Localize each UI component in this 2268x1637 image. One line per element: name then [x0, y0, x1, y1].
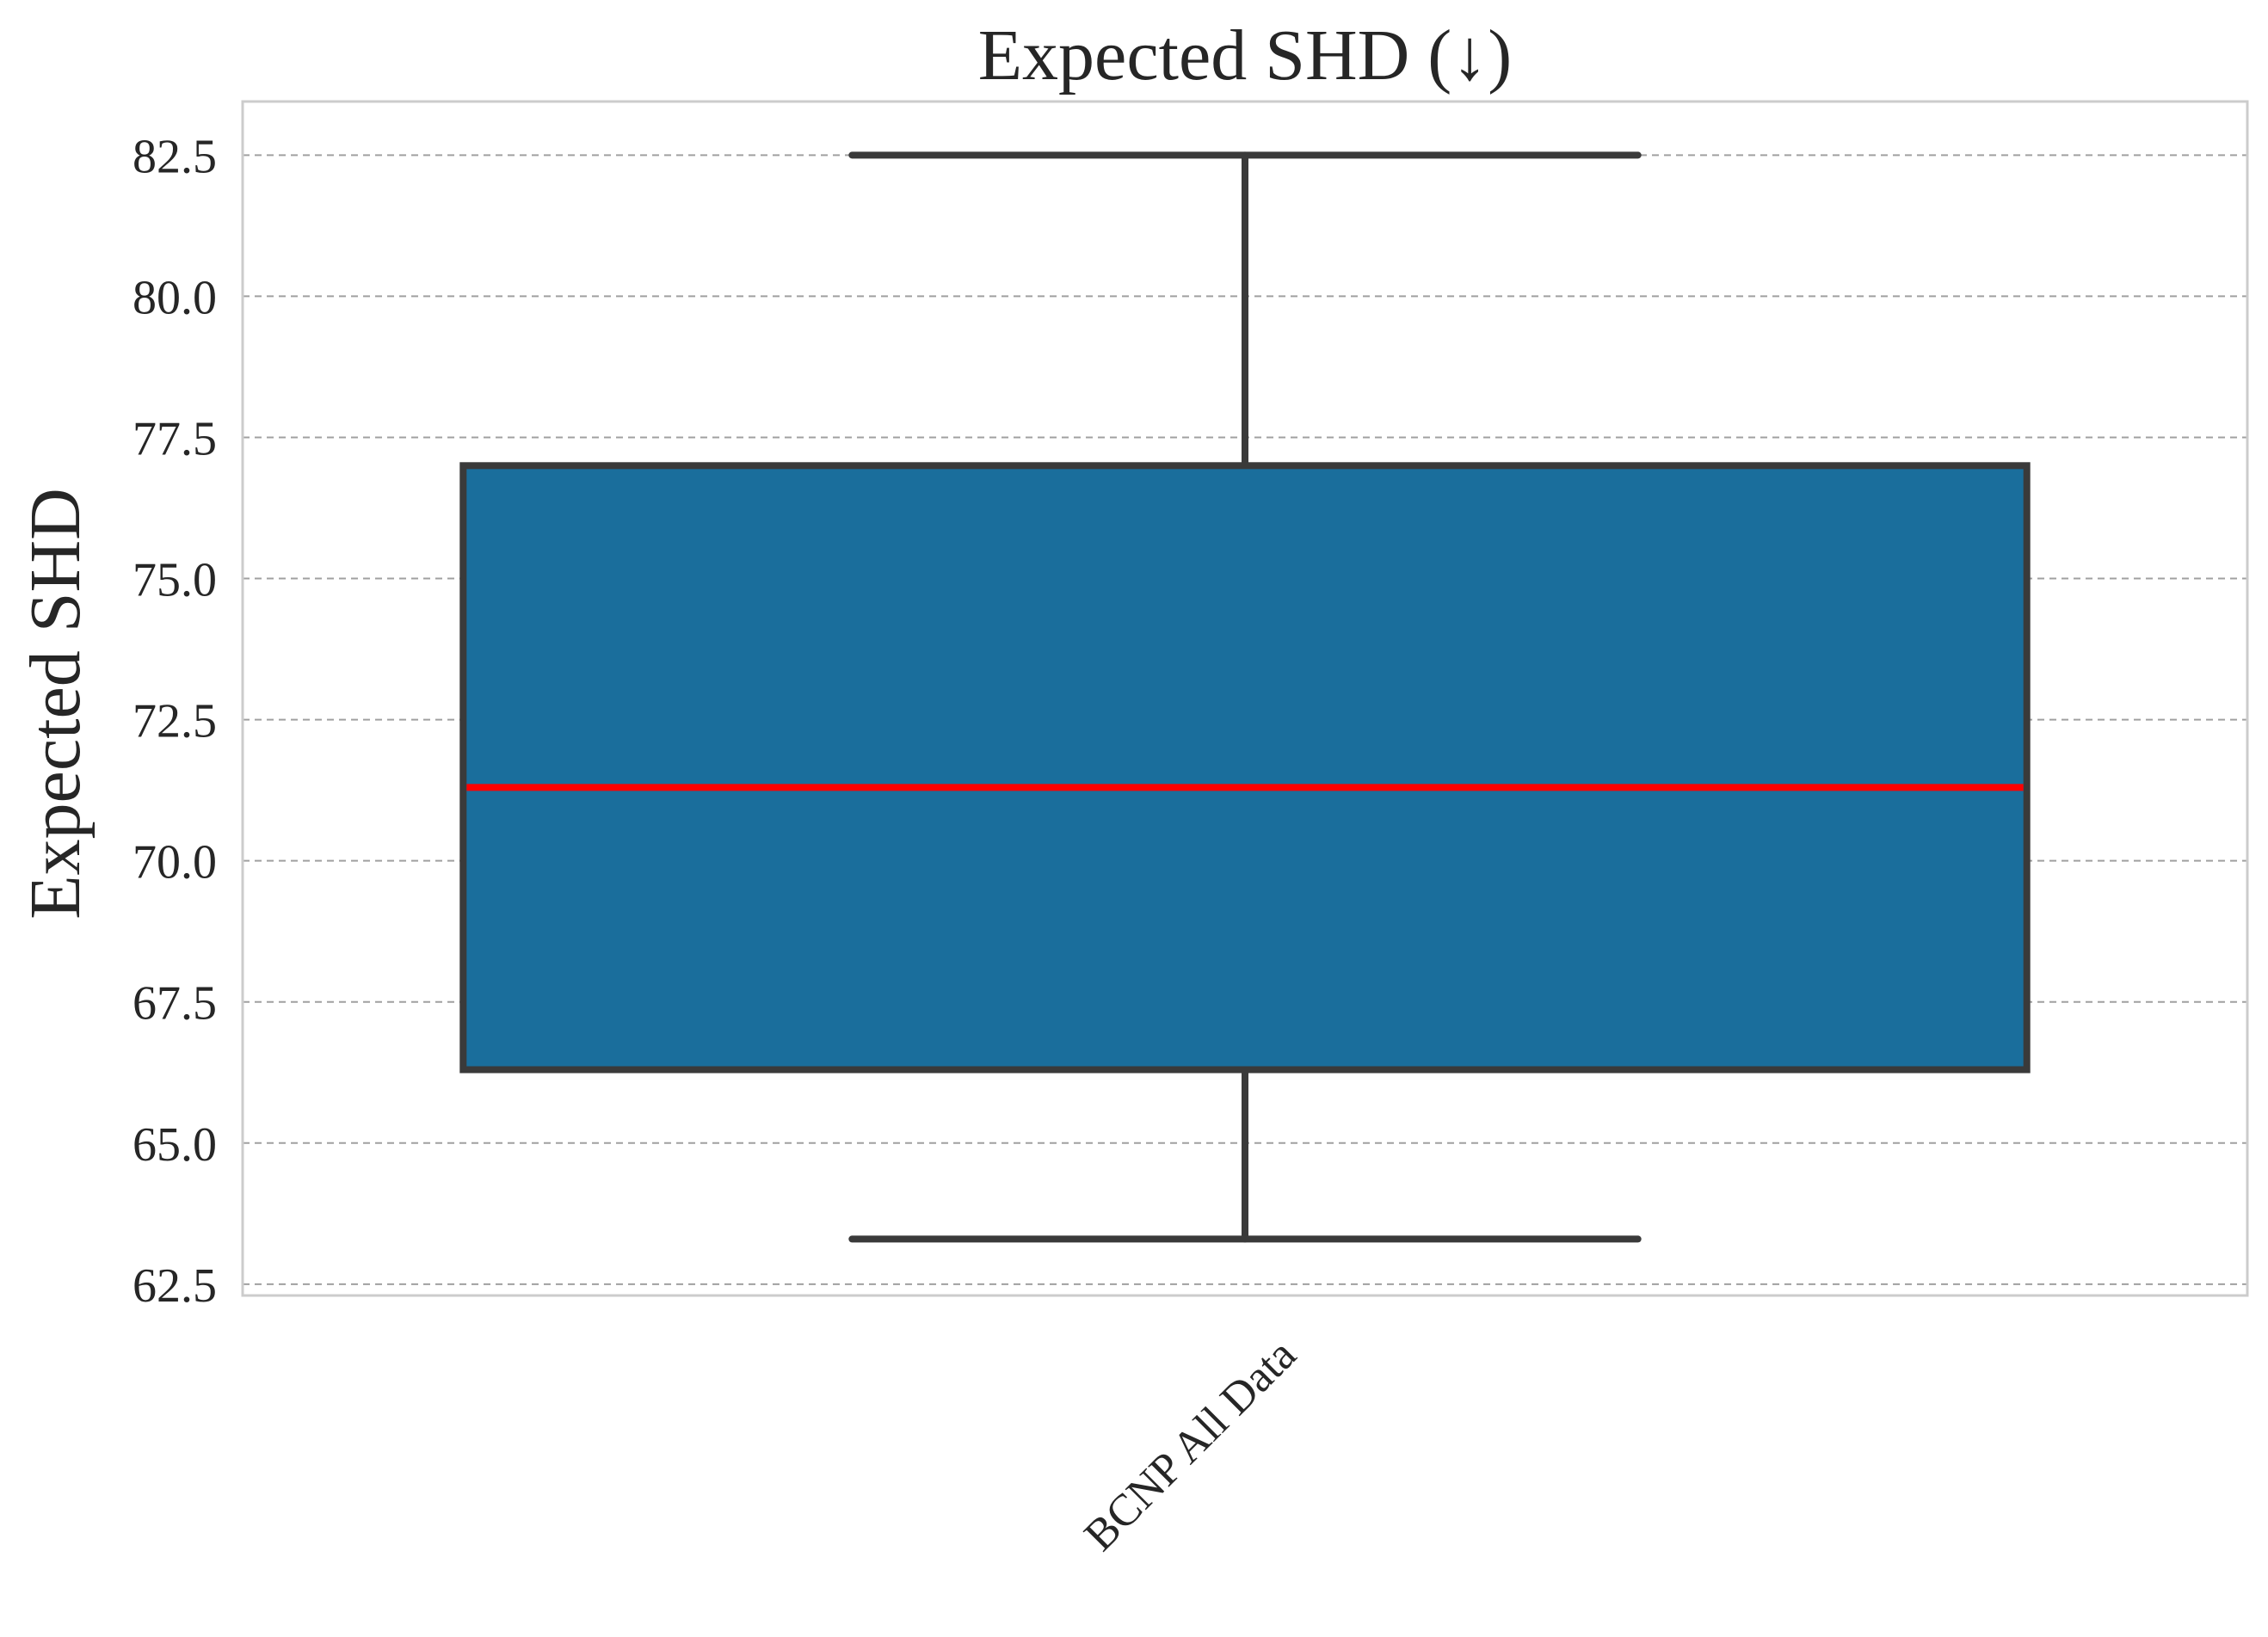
chart-title: Expected SHD (↓) — [978, 15, 1512, 95]
y-tick-label: 80.0 — [133, 271, 217, 324]
iqr-box — [459, 462, 2031, 1074]
y-tick-label: 62.5 — [133, 1259, 217, 1313]
y-tick-label: 75.0 — [133, 554, 217, 607]
y-tick-label: 67.5 — [133, 977, 217, 1031]
y-tick-label: 70.0 — [133, 836, 217, 889]
x-tick-label: BCNP All Data — [1075, 1330, 1306, 1560]
y-tick-labels: 62.5 65.0 67.5 70.0 72.5 75.0 77.5 80.0 82.5 — [133, 130, 217, 1313]
y-axis-label: Expected SHD — [15, 488, 96, 920]
y-tick-label: 72.5 — [133, 695, 217, 748]
box-group — [459, 151, 2031, 1243]
boxes — [459, 151, 2031, 1243]
y-tick-label: 77.5 — [133, 412, 217, 465]
y-tick-label: 82.5 — [133, 130, 217, 183]
plot-frame — [241, 100, 2249, 1297]
y-tick-label: 65.0 — [133, 1118, 217, 1172]
x-tick-labels: BCNP All Data — [1075, 1330, 1306, 1560]
